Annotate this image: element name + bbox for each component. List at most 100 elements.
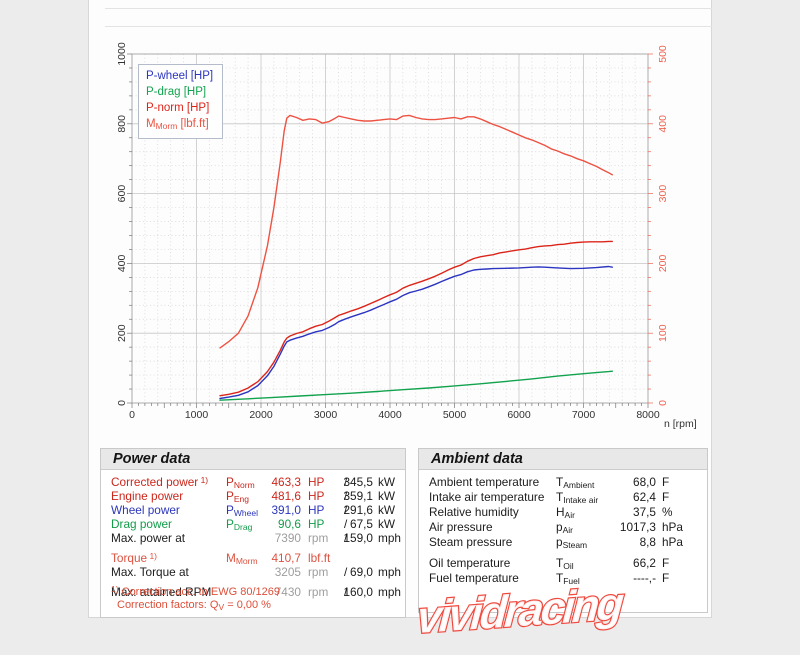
- ambient-data-rows: Ambient temperature TAmbient 68,0 F Intake a…: [419, 475, 707, 586]
- y-left-tick-label: 600: [116, 185, 128, 203]
- row-label: Drag power: [111, 517, 172, 531]
- power-row: Max. attained RPM 7430 rpm /160,0 mph: [101, 585, 405, 599]
- row-unit-1: rpm: [308, 565, 329, 579]
- x-axis-tick-label: 3000: [314, 409, 338, 421]
- row-value-1: 90,6: [278, 517, 301, 531]
- row-symbol: PDrag: [226, 517, 253, 532]
- curve-p-norm: [219, 240, 613, 397]
- footnote-line-1: 1) Correction acc. to EWG 80/1269: [111, 584, 280, 598]
- row-unit-2: mph: [378, 531, 401, 545]
- vividracing-watermark: vividracing: [413, 568, 707, 650]
- power-row: Engine power PEng 481,6 HP /359,1 kW: [101, 489, 405, 504]
- symbol-subscript: Intake air: [563, 495, 599, 505]
- x-axis-title: n [rpm]: [664, 418, 697, 430]
- row-unit-2: kW: [378, 517, 396, 531]
- page-top-band: [105, 8, 712, 27]
- row-value-2: 160,0: [343, 585, 373, 599]
- row-symbol: TFuel: [556, 571, 580, 586]
- power-row: Torque 1) MMorm 410,7 lbf.ft: [101, 551, 405, 566]
- row-unit: hPa: [662, 520, 683, 534]
- row-label: Max. power at: [111, 531, 186, 545]
- symbol-subscript: Drag: [233, 522, 253, 532]
- row-value-2: 69,0: [350, 565, 373, 579]
- row-slash: /: [344, 489, 348, 503]
- row-label: Air pressure: [429, 520, 493, 534]
- row-label: Engine power: [111, 489, 184, 503]
- row-symbol: pAir: [556, 520, 573, 535]
- x-axis-tick-label: 6000: [507, 409, 531, 421]
- x-axis-tick-label: 2000: [249, 409, 273, 421]
- footnote-marker: 1): [147, 551, 157, 561]
- power-data-title: Power data: [101, 449, 405, 470]
- row-symbol: TOil: [556, 556, 574, 571]
- symbol-subscript: Steam: [562, 540, 588, 550]
- power-data-box: Power data Corrected power 1) PNorm 463,3 H…: [100, 448, 406, 618]
- power-row: Max. power at 7390 rpm /159,0 mph: [101, 531, 405, 545]
- row-symbol: TAmbient: [556, 475, 595, 490]
- row-value-1: 391,0: [271, 503, 301, 517]
- row-value-1: 410,7: [271, 551, 301, 565]
- row-label: Max. Torque at: [111, 565, 189, 579]
- row-label: Oil temperature: [429, 556, 511, 570]
- row-value-1: 463,3: [271, 475, 301, 489]
- x-axis-tick-label: 5000: [443, 409, 467, 421]
- symbol-subscript: Ambient: [563, 480, 595, 490]
- dyno-chart: 0 1000 2000 3000 4000 5000 6000 7000 8000 0 200 400…: [90, 30, 710, 445]
- curve-p-wheel: [219, 265, 613, 400]
- legend-item: P-norm [HP]: [146, 102, 210, 114]
- row-unit: F: [662, 490, 670, 504]
- row-label: Relative humidity: [429, 505, 519, 519]
- row-unit: F: [662, 475, 670, 489]
- row-unit-1: HP: [308, 517, 325, 531]
- row-label: Ambient temperature: [429, 475, 540, 489]
- watermark-text: vividracing: [415, 578, 625, 644]
- footnote-line-2: Correction factors: QV = 0,00 %: [117, 599, 271, 612]
- row-unit-1: lbf.ft: [308, 551, 331, 565]
- row-unit: %: [662, 505, 673, 519]
- row-unit-2: kW: [378, 489, 396, 503]
- row-symbol: pSteam: [556, 535, 588, 550]
- y-right-tick-label: 300: [657, 185, 669, 203]
- symbol-subscript: Wheel: [233, 508, 258, 518]
- ambient-row: Intake air temperature TIntake air 62,4 F: [419, 490, 707, 505]
- x-axis-tick-label: 4000: [378, 409, 402, 421]
- ambient-data-box: Ambient data Ambient temperature TAmbient…: [418, 448, 708, 613]
- row-unit-2: mph: [378, 585, 401, 599]
- row-value-2: 359,1: [343, 489, 373, 503]
- x-axis-tick-label: 7000: [572, 409, 596, 421]
- y-right-tick-label: 500: [657, 45, 669, 63]
- row-value-1: 7430: [274, 585, 301, 599]
- row-symbol: TIntake air: [556, 490, 599, 505]
- dyno-report-screen: { "page": { "watermark": "vividracing" }…: [88, 0, 712, 645]
- row-value: 68,0: [633, 475, 656, 489]
- legend-item: P-wheel [HP]: [146, 70, 214, 82]
- row-value: 8,8: [639, 535, 656, 549]
- row-slash: /: [344, 585, 348, 599]
- row-label: Corrected power 1): [111, 475, 209, 489]
- y-left-tick-label: 400: [116, 254, 128, 272]
- row-symbol: MMorm: [226, 551, 258, 566]
- symbol-subscript: Eng: [233, 494, 249, 504]
- y-left-tick-label: 0: [116, 400, 128, 406]
- symbol-subscript: Air: [562, 525, 573, 535]
- row-unit: hPa: [662, 535, 683, 549]
- power-row: Drag power PDrag 90,6 HP /67,5 kW: [101, 517, 405, 532]
- ambient-data-title: Ambient data: [419, 449, 707, 470]
- row-value: 1017,3: [619, 520, 656, 534]
- footnote-marker: 1): [111, 584, 119, 594]
- y-right-tick-label: 400: [657, 115, 669, 133]
- ambient-row: Ambient temperature TAmbient 68,0 F: [419, 475, 707, 490]
- row-label: Fuel temperature: [429, 571, 519, 585]
- chart-legend: P-wheel [HP] P-drag [HP] P-norm [HP] MMorm …: [138, 64, 224, 139]
- ambient-row: Relative humidity HAir 37,5%: [419, 505, 707, 520]
- row-slash: /: [344, 503, 348, 517]
- row-slash: /: [344, 565, 348, 579]
- row-symbol: PNorm: [226, 475, 255, 490]
- row-unit-1: rpm: [308, 585, 329, 599]
- y-left-tick-label: 1000: [116, 42, 128, 66]
- row-value-1: 481,6: [271, 489, 301, 503]
- curve-m-norm: [219, 114, 613, 349]
- ambient-row: Fuel temperature TFuel ----,- F: [419, 571, 707, 586]
- row-value-2: 345,5: [343, 475, 373, 489]
- power-row: Corrected power 1) PNorm 463,3 HP /345,5 kW: [101, 475, 405, 490]
